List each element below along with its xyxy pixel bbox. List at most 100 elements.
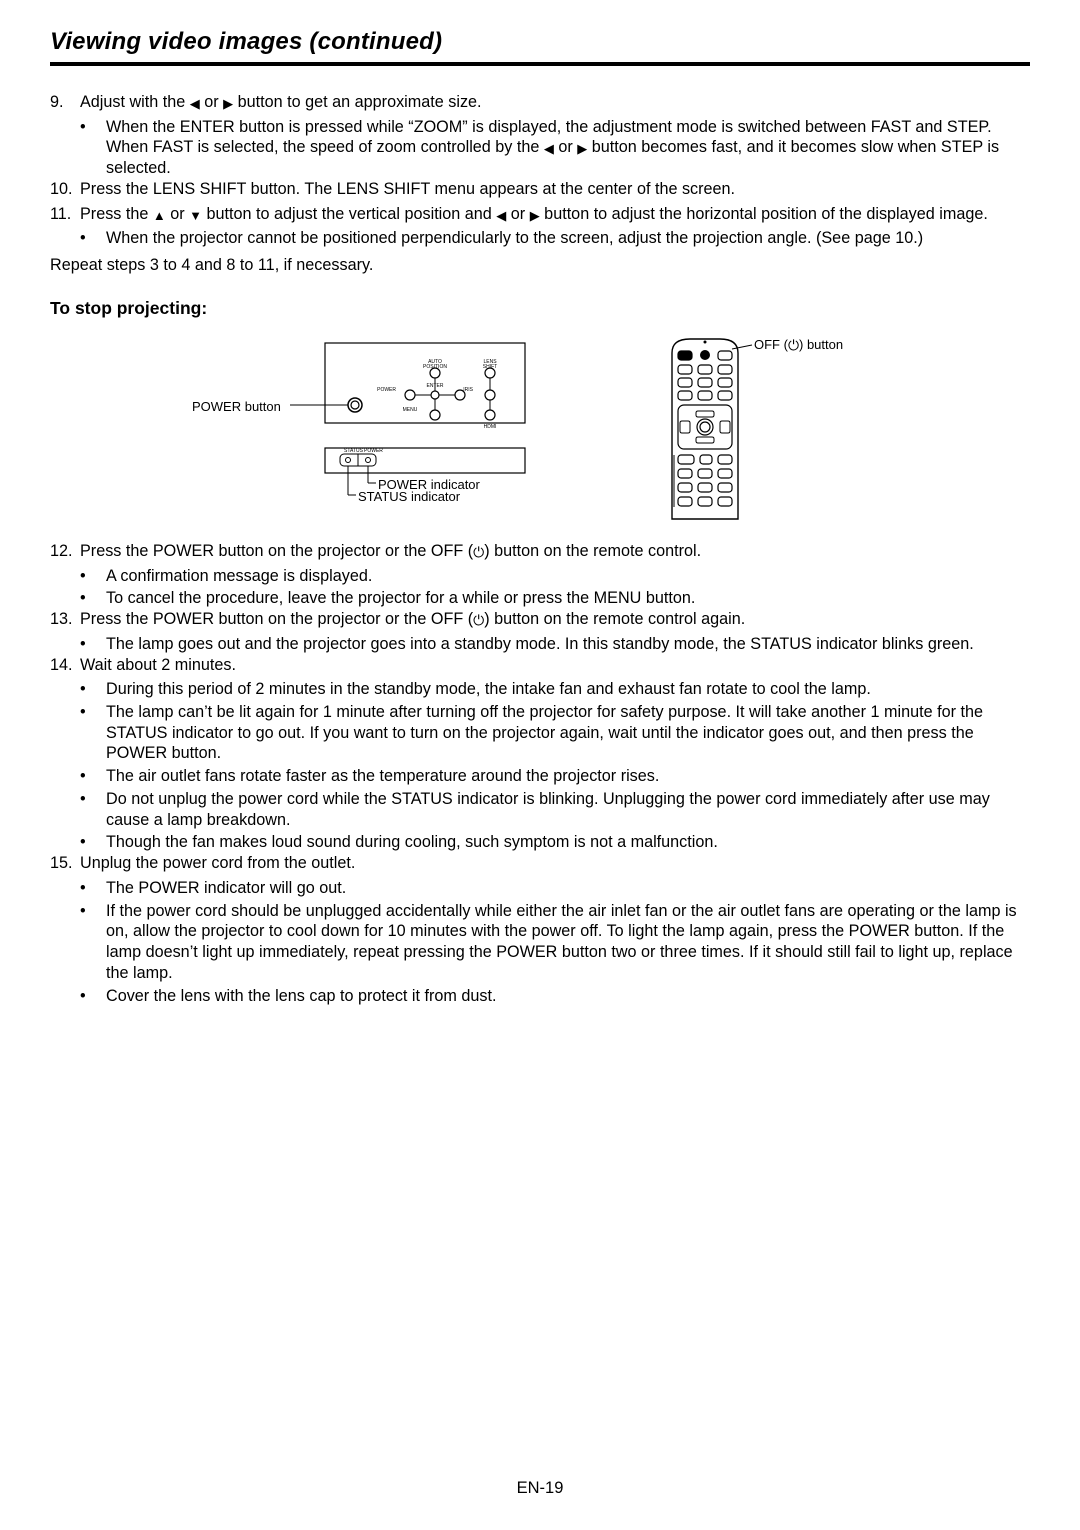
status-indicator-label: STATUS indicator <box>358 489 460 504</box>
steps-bottom: 12. Press the POWER button on the projec… <box>50 541 1030 1006</box>
step-12-num: 12. <box>50 541 80 562</box>
bullet-icon: • <box>80 766 106 787</box>
step-9-bullet: • When the ENTER button is pressed while… <box>80 117 1030 179</box>
stop-projecting-subhead: To stop projecting: <box>50 298 1030 319</box>
step-9-body: Adjust with the ◀ or ▶ button to get an … <box>80 92 1030 113</box>
figure-row: POWER button AUTO <box>50 333 1030 523</box>
bullet-icon: • <box>80 986 106 1007</box>
t: ) button on the remote control. <box>484 542 701 560</box>
bullet-icon: • <box>80 789 106 830</box>
t: During this period of 2 minutes in the s… <box>106 679 871 700</box>
t: Do not unplug the power cord while the S… <box>106 789 1030 830</box>
t: or <box>200 93 223 111</box>
t: The POWER indicator will go out. <box>106 878 346 899</box>
steps-top: 9. Adjust with the ◀ or ▶ button to get … <box>50 92 1030 276</box>
step-14-b1: •During this period of 2 minutes in the … <box>80 679 1030 700</box>
step-15-body: Unplug the power cord from the outlet. <box>80 853 1030 874</box>
bullet-icon: • <box>80 588 106 609</box>
svg-text:POSITION: POSITION <box>423 364 447 370</box>
step-15-num: 15. <box>50 853 80 874</box>
remote-figure: OFF (⏻) button <box>660 333 860 523</box>
t: or <box>506 205 529 223</box>
step-11-body: Press the ▲ or ▼ button to adjust the ve… <box>80 204 1030 225</box>
power-icon: ⏻ <box>473 545 484 559</box>
step-11: 11. Press the ▲ or ▼ button to adjust th… <box>50 204 1030 225</box>
t: When the projector cannot be positioned … <box>106 228 923 249</box>
t: Press the <box>80 205 153 223</box>
step-13-b1: •The lamp goes out and the projector goe… <box>80 634 1030 655</box>
t: Adjust with the <box>80 93 190 111</box>
svg-text:HDMI: HDMI <box>484 424 497 430</box>
t: The lamp goes out and the projector goes… <box>106 634 974 655</box>
t: The air outlet fans rotate faster as the… <box>106 766 659 787</box>
step-15-b3: •Cover the lens with the lens cap to pro… <box>80 986 1030 1007</box>
t: When the ENTER button is pressed while “… <box>106 117 1030 179</box>
off-button-label: OFF (⏻) button <box>754 337 843 352</box>
t: Press the POWER button on the projector … <box>80 610 473 628</box>
step-10: 10. Press the LENS SHIFT button. The LEN… <box>50 179 1030 200</box>
t: button to adjust the horizontal position… <box>540 205 988 223</box>
step-13-body: Press the POWER button on the projector … <box>80 609 1030 630</box>
right-arrow-icon: ▶ <box>223 96 233 113</box>
bullet-icon: • <box>80 566 106 587</box>
left-arrow-icon: ◀ <box>190 96 200 113</box>
t: ) button <box>799 337 843 352</box>
step-10-body: Press the LENS SHIFT button. The LENS SH… <box>80 179 1030 200</box>
svg-text:STATUS: STATUS <box>344 448 364 454</box>
page-heading-block: Viewing video images (continued) <box>50 28 1030 66</box>
heading-underline <box>50 62 1030 66</box>
svg-text:IRIS: IRIS <box>463 387 473 393</box>
bullet-icon: • <box>80 832 106 853</box>
left-arrow-icon: ◀ <box>544 141 554 158</box>
step-13-num: 13. <box>50 609 80 630</box>
svg-text:POWER: POWER <box>377 387 396 393</box>
t: If the power cord should be unplugged ac… <box>106 901 1030 984</box>
t: or <box>166 205 189 223</box>
step-14-b4: •Do not unplug the power cord while the … <box>80 789 1030 830</box>
step-12-b1: •A confirmation message is displayed. <box>80 566 1030 587</box>
step-14-body: Wait about 2 minutes. <box>80 655 1030 676</box>
step-15-b2: •If the power cord should be unplugged a… <box>80 901 1030 984</box>
t: To cancel the procedure, leave the proje… <box>106 588 695 609</box>
power-icon: ⏻ <box>473 613 484 627</box>
svg-text:ENTER: ENTER <box>427 383 444 389</box>
right-arrow-icon: ▶ <box>530 208 540 225</box>
bullet-icon: • <box>80 228 106 249</box>
step-11-num: 11. <box>50 204 80 225</box>
t: Press the POWER button on the projector … <box>80 542 473 560</box>
step-14-b3: •The air outlet fans rotate faster as th… <box>80 766 1030 787</box>
t: Though the fan makes loud sound during c… <box>106 832 718 853</box>
step-12: 12. Press the POWER button on the projec… <box>50 541 1030 562</box>
step-15: 15. Unplug the power cord from the outle… <box>50 853 1030 874</box>
up-arrow-icon: ▲ <box>153 208 166 225</box>
step-12-body: Press the POWER button on the projector … <box>80 541 1030 562</box>
step-13: 13. Press the POWER button on the projec… <box>50 609 1030 630</box>
bullet-icon: • <box>80 679 106 700</box>
bullet-icon: • <box>80 634 106 655</box>
bullet-icon: • <box>80 702 106 764</box>
t: ) button on the remote control again. <box>484 610 745 628</box>
step-9: 9. Adjust with the ◀ or ▶ button to get … <box>50 92 1030 113</box>
step-14: 14. Wait about 2 minutes. <box>50 655 1030 676</box>
power-icon: ⏻ <box>788 338 799 352</box>
t: button to adjust the vertical position a… <box>202 205 496 223</box>
t: button to get an approximate size. <box>233 93 481 111</box>
right-arrow-icon: ▶ <box>577 141 587 158</box>
page-number: EN-19 <box>0 1479 1080 1498</box>
svg-text:SHIFT: SHIFT <box>483 364 497 370</box>
step-14-b5: •Though the fan makes loud sound during … <box>80 832 1030 853</box>
bullet-icon: • <box>80 117 106 179</box>
left-arrow-icon: ◀ <box>496 208 506 225</box>
repeat-note: Repeat steps 3 to 4 and 8 to 11, if nece… <box>50 255 1030 276</box>
bullet-icon: • <box>80 901 106 984</box>
step-10-num: 10. <box>50 179 80 200</box>
t: Cover the lens with the lens cap to prot… <box>106 986 496 1007</box>
t: A confirmation message is displayed. <box>106 566 372 587</box>
step-15-b1: •The POWER indicator will go out. <box>80 878 1030 899</box>
svg-text:MENU: MENU <box>403 407 418 413</box>
step-12-b2: •To cancel the procedure, leave the proj… <box>80 588 1030 609</box>
step-14-b2: •The lamp can’t be lit again for 1 minut… <box>80 702 1030 764</box>
t: The lamp can’t be lit again for 1 minute… <box>106 702 1030 764</box>
remote-svg <box>660 333 860 523</box>
page-heading: Viewing video images (continued) <box>50 28 1030 56</box>
